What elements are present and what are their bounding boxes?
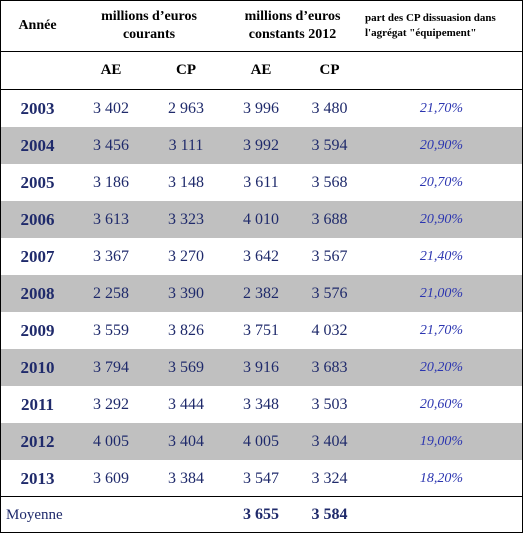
header-millions-constants: millions d’euros constants 2012 — [224, 1, 361, 51]
cell-cp-constants: 3 594 — [311, 136, 348, 154]
header-part-line2: l'agrégat "équipement" — [365, 27, 477, 39]
cell-ae-constants: 4 010 — [243, 210, 279, 228]
cell-ae-constants: 3 642 — [243, 247, 279, 265]
footer-moyenne-label: Moyenne — [6, 506, 63, 523]
cell-year: 2004 — [20, 135, 55, 155]
cell-ae-constants: 3 611 — [243, 173, 279, 191]
cell-year: 2010 — [20, 357, 55, 377]
cell-part: 20,90% — [419, 211, 464, 227]
cell-cp-courants: 3 384 — [168, 469, 204, 487]
cell-year: 2013 — [20, 468, 55, 488]
cell-ae-courants: 4 005 — [93, 432, 129, 450]
cell-part: 20,20% — [419, 359, 464, 375]
cell-part: 21,00% — [419, 285, 464, 301]
cell-ae-constants: 4 005 — [243, 432, 279, 450]
cell-ae-constants: 3 547 — [243, 469, 279, 487]
cell-ae-courants: 3 613 — [93, 210, 129, 228]
cell-cp-constants: 4 032 — [311, 321, 348, 339]
cell-ae-courants: 3 559 — [93, 321, 129, 339]
table-footer-row: Moyenne 3 655 3 584 — [1, 496, 522, 533]
header-part-line1: part des CP dissuasion dans — [365, 12, 496, 24]
cell-ae-constants: 3 751 — [243, 321, 279, 339]
cell-year: 2007 — [20, 246, 55, 266]
cell-year: 2011 — [20, 394, 55, 414]
cell-year: 2009 — [20, 320, 55, 340]
table-subheader-row: AE CP AE CP — [1, 51, 522, 90]
table-row: 2008 2 258 3 390 2 382 3 576 21,00% — [1, 275, 522, 312]
cell-ae-courants: 3 402 — [93, 99, 129, 117]
cell-cp-courants: 3 569 — [168, 358, 204, 376]
cell-cp-courants: 3 444 — [168, 395, 204, 413]
cell-cp-constants: 3 576 — [311, 284, 348, 302]
footer-cp-constants: 3 584 — [311, 506, 348, 523]
cell-ae-constants: 3 916 — [243, 358, 279, 376]
table-row: 2012 4 005 3 404 4 005 3 404 19,00% — [1, 423, 522, 460]
header-constants-line1: millions d’euros — [244, 9, 341, 24]
cell-ae-constants: 3 348 — [243, 395, 279, 413]
cell-cp-constants: 3 568 — [311, 173, 348, 191]
cell-year: 2006 — [20, 209, 55, 229]
table-row: 2004 3 456 3 111 3 992 3 594 20,90% — [1, 127, 522, 164]
subheader-ae-courants: AE — [100, 61, 122, 78]
cell-part: 20,90% — [419, 137, 464, 153]
cell-part: 20,60% — [419, 396, 464, 412]
subheader-ae-constants: AE — [250, 61, 272, 78]
table-row: 2005 3 186 3 148 3 611 3 568 20,70% — [1, 164, 522, 201]
cell-year: 2003 — [20, 98, 55, 118]
cell-cp-courants: 3 390 — [168, 284, 204, 302]
cell-ae-courants: 2 258 — [93, 284, 129, 302]
cell-cp-courants: 3 111 — [168, 136, 204, 154]
cell-cp-courants: 3 404 — [168, 432, 204, 450]
subheader-cp-constants: CP — [319, 61, 340, 78]
table-header-row: Année millions d’euros courants millions… — [1, 1, 522, 52]
cell-part: 18,20% — [419, 470, 464, 486]
cell-part: 20,70% — [419, 174, 464, 190]
cell-ae-courants: 3 367 — [93, 247, 129, 265]
cell-ae-constants: 3 996 — [243, 99, 279, 117]
cell-cp-constants: 3 683 — [311, 358, 348, 376]
header-constants-line2: constants 2012 — [248, 27, 337, 42]
table-row: 2013 3 609 3 384 3 547 3 324 18,20% — [1, 460, 522, 497]
cell-cp-constants: 3 404 — [311, 432, 348, 450]
cell-cp-courants: 3 323 — [168, 210, 204, 228]
cell-cp-constants: 3 480 — [311, 99, 348, 117]
cell-ae-courants: 3 186 — [93, 173, 129, 191]
cell-cp-courants: 3 148 — [168, 173, 204, 191]
cell-cp-constants: 3 688 — [311, 210, 348, 228]
subheader-cp-courants: CP — [176, 61, 196, 78]
table-row: 2011 3 292 3 444 3 348 3 503 20,60% — [1, 386, 522, 423]
cell-cp-courants: 3 270 — [168, 247, 204, 265]
cell-ae-courants: 3 794 — [93, 358, 129, 376]
cell-year: 2012 — [20, 431, 55, 451]
cell-part: 21,40% — [419, 248, 464, 264]
cell-ae-courants: 3 292 — [93, 395, 129, 413]
header-courants-line2: courants — [122, 27, 176, 42]
table-row: 2010 3 794 3 569 3 916 3 683 20,20% — [1, 349, 522, 386]
header-millions-courants: millions d’euros courants — [74, 1, 224, 51]
cell-cp-courants: 3 826 — [168, 321, 204, 339]
footer-ae-constants: 3 655 — [243, 506, 279, 523]
cell-cp-constants: 3 324 — [311, 469, 348, 487]
cell-ae-courants: 3 609 — [93, 469, 129, 487]
cell-cp-courants: 2 963 — [168, 99, 204, 117]
table-row: 2009 3 559 3 826 3 751 4 032 21,70% — [1, 312, 522, 349]
header-annee: Année — [18, 18, 57, 33]
cell-cp-constants: 3 503 — [311, 395, 348, 413]
table-row: 2003 3 402 2 963 3 996 3 480 21,70% — [1, 90, 522, 127]
cell-part: 21,70% — [419, 322, 464, 338]
cell-ae-constants: 2 382 — [243, 284, 279, 302]
table-row: 2007 3 367 3 270 3 642 3 567 21,40% — [1, 238, 522, 275]
cell-cp-constants: 3 567 — [311, 247, 348, 265]
cell-part: 21,70% — [419, 100, 464, 116]
header-part-cp: part des CP dissuasion dans l'agrégat "é… — [361, 1, 522, 51]
header-courants-line1: millions d’euros — [101, 9, 197, 24]
cell-year: 2008 — [20, 283, 55, 303]
cell-ae-constants: 3 992 — [243, 136, 279, 154]
cell-year: 2005 — [20, 172, 55, 192]
cell-part: 19,00% — [419, 433, 464, 449]
table-row: 2006 3 613 3 323 4 010 3 688 20,90% — [1, 201, 522, 238]
cell-ae-courants: 3 456 — [93, 136, 129, 154]
